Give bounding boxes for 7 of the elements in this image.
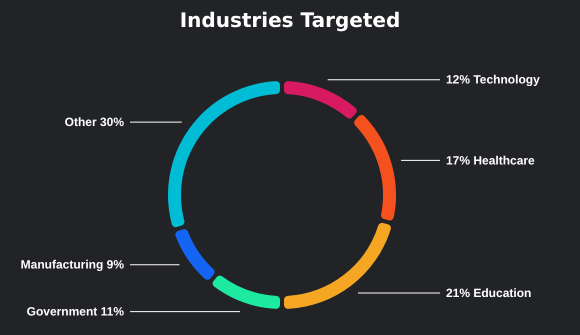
slice-label: Government 11% xyxy=(26,304,124,319)
slice-label: Manufacturing 9% xyxy=(20,258,124,272)
chart-title: Industries Targeted xyxy=(180,8,400,32)
slice-label: 21% Education xyxy=(446,286,532,300)
slice-label: 17% Healthcare xyxy=(446,153,536,168)
slice-label: Other 30% xyxy=(64,115,124,130)
slice-label: 12% Technology xyxy=(446,72,540,87)
